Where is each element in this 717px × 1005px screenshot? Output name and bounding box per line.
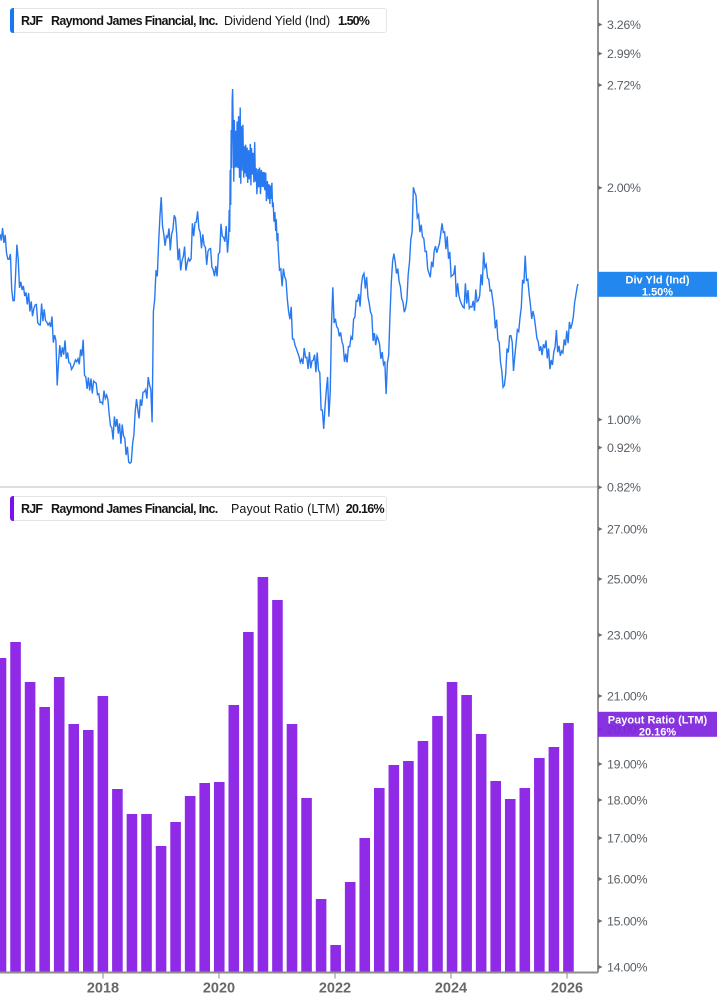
svg-text:0.82%: 0.82% — [607, 481, 641, 495]
svg-text:16.00%: 16.00% — [607, 872, 648, 886]
svg-text:2020: 2020 — [203, 981, 235, 997]
svg-text:2022: 2022 — [319, 981, 351, 997]
svg-text:15.00%: 15.00% — [607, 914, 648, 928]
svg-text:21.00%: 21.00% — [607, 689, 648, 703]
svg-text:19.00%: 19.00% — [607, 757, 648, 771]
svg-text:14.00%: 14.00% — [607, 960, 648, 974]
svg-text:Payout Ratio (LTM): Payout Ratio (LTM) — [608, 714, 708, 726]
svg-text:2.72%: 2.72% — [607, 79, 641, 93]
svg-text:1.50%: 1.50% — [642, 286, 673, 298]
svg-text:23.00%: 23.00% — [607, 628, 648, 642]
svg-text:20.16%: 20.16% — [639, 726, 677, 738]
svg-text:Div Yld (Ind): Div Yld (Ind) — [626, 274, 690, 286]
svg-text:2.00%: 2.00% — [607, 181, 641, 195]
svg-text:0.92%: 0.92% — [607, 441, 641, 455]
svg-text:25.00%: 25.00% — [607, 572, 648, 586]
svg-text:3.26%: 3.26% — [607, 18, 641, 32]
svg-text:2018: 2018 — [87, 981, 119, 997]
svg-text:17.00%: 17.00% — [607, 831, 648, 845]
svg-text:27.00%: 27.00% — [607, 522, 648, 536]
svg-text:2.99%: 2.99% — [607, 47, 641, 61]
svg-text:2024: 2024 — [435, 981, 467, 997]
svg-text:18.00%: 18.00% — [607, 793, 648, 807]
svg-text:1.00%: 1.00% — [607, 413, 641, 427]
svg-text:2026: 2026 — [551, 981, 583, 997]
